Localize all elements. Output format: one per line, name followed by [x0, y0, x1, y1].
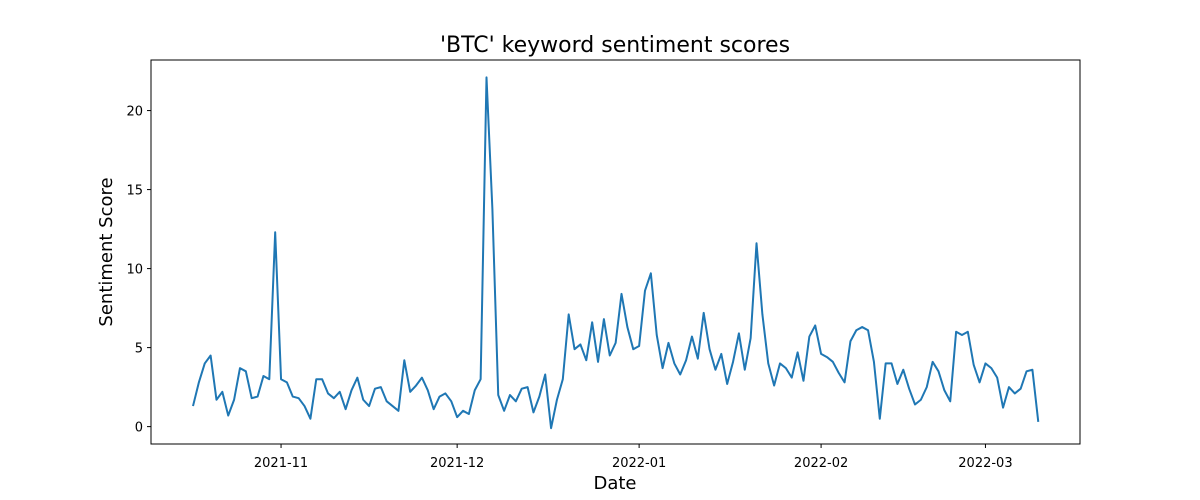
x-tick-label: 2021-11 [254, 456, 308, 471]
x-tick-label: 2022-01 [612, 456, 666, 471]
data-line [192, 76, 1040, 430]
y-tick-label: 10 [126, 263, 143, 278]
x-tick-label: 2022-03 [958, 456, 1012, 471]
plot-frame [150, 59, 1081, 445]
y-tick-label: 0 [135, 421, 143, 436]
y-axis-label: Sentiment Score [96, 177, 117, 326]
x-tick-label: 2022-02 [794, 456, 848, 471]
y-tick-label: 20 [126, 105, 143, 120]
x-tick-label: 2021-12 [430, 456, 484, 471]
y-tick-label: 5 [135, 342, 143, 357]
y-tick-label: 15 [126, 184, 143, 199]
x-axis-label: Date [593, 473, 636, 494]
chart-title: 'BTC' keyword sentiment scores [440, 33, 790, 58]
